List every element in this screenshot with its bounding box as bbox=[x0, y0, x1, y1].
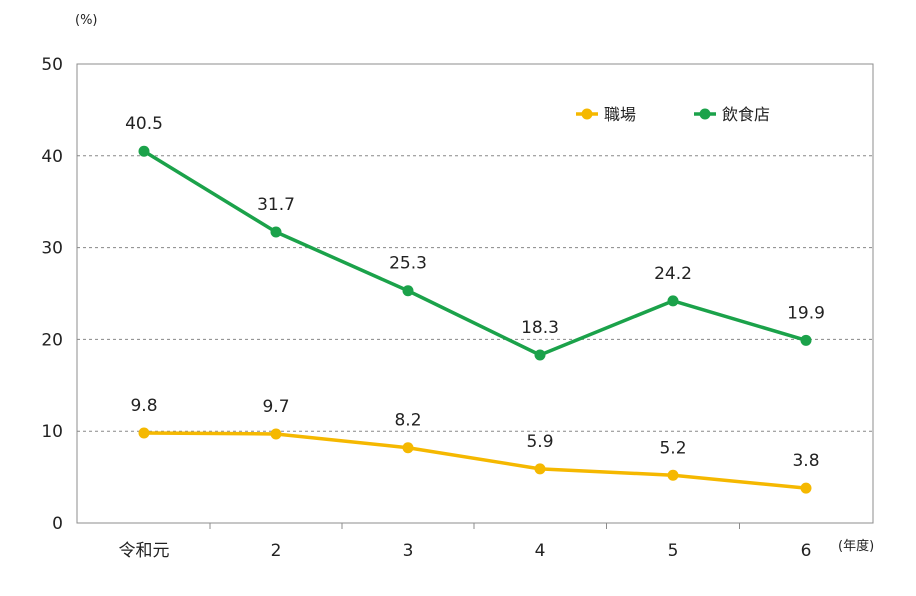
plot-frame bbox=[76, 63, 874, 524]
x-tick-label: 5 bbox=[668, 541, 679, 561]
legend-marker bbox=[581, 108, 593, 120]
data-label: 31.7 bbox=[257, 195, 295, 215]
y-tick-label: 50 bbox=[41, 55, 63, 75]
x-tick-label: 3 bbox=[403, 541, 414, 561]
data-point bbox=[402, 285, 414, 297]
data-point bbox=[534, 349, 546, 361]
data-point bbox=[800, 482, 812, 494]
legend-marker bbox=[699, 108, 711, 120]
y-tick-label: 20 bbox=[41, 330, 63, 350]
data-label: 5.9 bbox=[526, 432, 553, 452]
data-point bbox=[800, 334, 812, 346]
data-label: 24.2 bbox=[654, 264, 692, 284]
data-point bbox=[138, 145, 150, 157]
legend-label: 飲食店 bbox=[722, 105, 770, 124]
x-axis-unit: (年度) bbox=[838, 538, 874, 554]
series-line bbox=[143, 149, 807, 357]
data-label: 18.3 bbox=[521, 318, 559, 338]
data-label: 25.3 bbox=[389, 254, 427, 274]
y-tick-label: 0 bbox=[52, 514, 63, 534]
data-point bbox=[667, 295, 679, 307]
data-label: 8.2 bbox=[394, 411, 421, 431]
series-line bbox=[143, 431, 807, 490]
x-tick-label: 令和元 bbox=[119, 541, 170, 561]
data-label: 9.8 bbox=[130, 396, 157, 416]
data-label: 9.7 bbox=[262, 397, 289, 417]
x-tick-label: 6 bbox=[801, 541, 812, 561]
data-point bbox=[534, 463, 546, 475]
x-tick-label: 4 bbox=[535, 541, 546, 561]
data-point bbox=[270, 226, 282, 238]
data-label: 19.9 bbox=[787, 303, 825, 323]
data-label: 40.5 bbox=[125, 114, 163, 134]
y-tick-label: 40 bbox=[41, 147, 63, 167]
data-point bbox=[138, 427, 150, 439]
data-point bbox=[402, 442, 414, 454]
data-point bbox=[270, 428, 282, 440]
y-tick-label: 30 bbox=[41, 239, 63, 259]
legend-label: 職場 bbox=[604, 105, 636, 124]
y-axis-unit: (%) bbox=[75, 13, 98, 28]
plot-area: 0 10 20 30 40 50 令和元 2 3 4 5 6 9.8 9.7 8.2 5.9 5.2 3.8 40.… bbox=[41, 55, 874, 561]
data-label: 3.8 bbox=[792, 451, 819, 471]
data-point bbox=[667, 469, 679, 481]
legend: 職場 飲食店 bbox=[576, 105, 770, 124]
x-tick-label: 2 bbox=[271, 541, 282, 561]
data-label: 5.2 bbox=[659, 438, 686, 458]
y-tick-label: 10 bbox=[41, 422, 63, 442]
